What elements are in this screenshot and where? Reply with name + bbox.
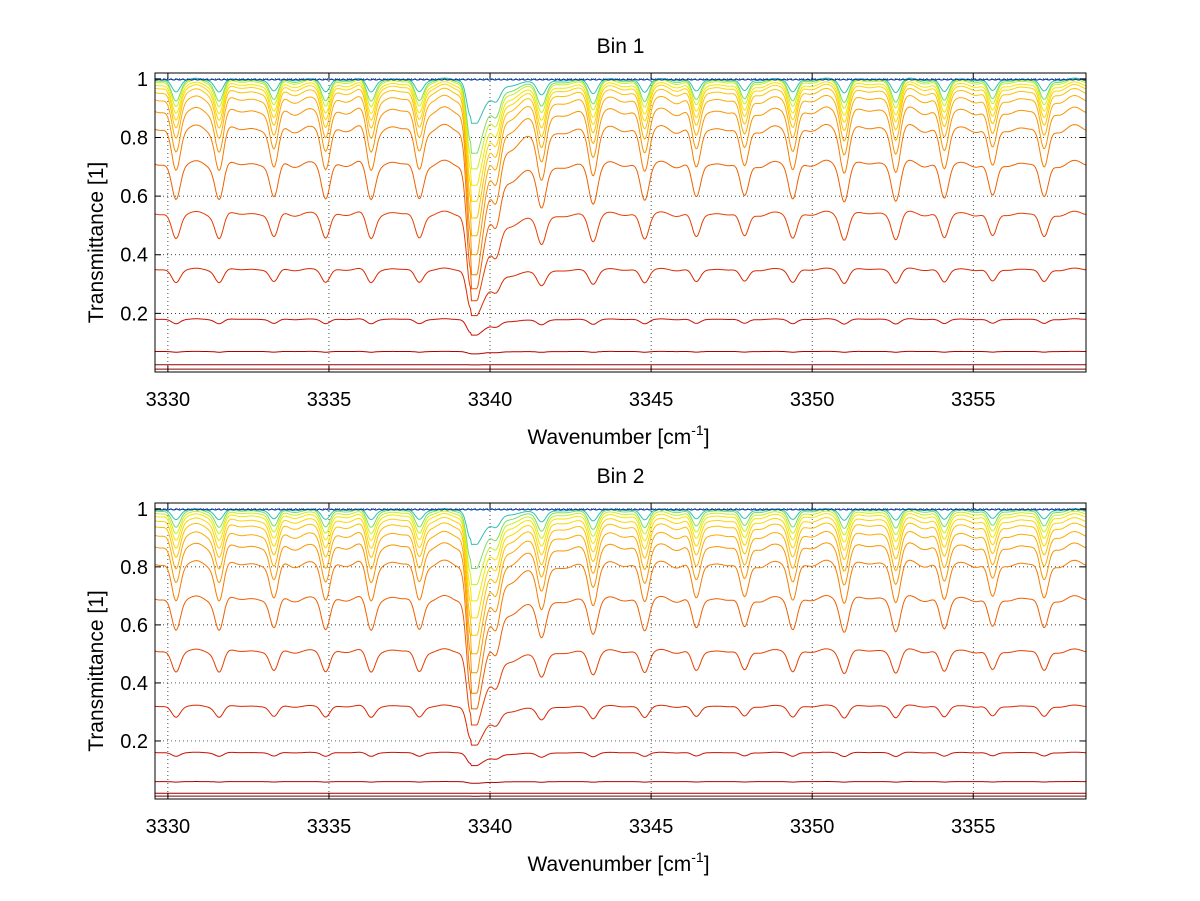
chart-title: Bin 1 [597, 35, 645, 58]
series-line-level-6 [154, 210, 1087, 302]
series-line-level-9 [154, 542, 1087, 674]
x-tick-label: 3335 [307, 816, 352, 838]
y-tick-label: 0.4 [120, 245, 148, 267]
series-line-level-18 [154, 78, 1087, 81]
x-tick-label: 3340 [468, 389, 513, 411]
y-tick-label: 0.6 [120, 186, 148, 208]
x-tick-label: 3340 [468, 816, 513, 838]
series-line-level-12 [154, 517, 1087, 619]
series-line-level-4 [155, 318, 1087, 336]
x-tick-label: 3335 [307, 389, 352, 411]
series-line-level-5 [154, 267, 1087, 317]
axes-frame [154, 502, 1087, 800]
y-tick-label: 0.2 [120, 303, 148, 325]
y-tick-label: 1 [137, 69, 148, 91]
series-line-level-8 [154, 559, 1087, 694]
x-axis-label: Wavenumber [cm-1] [527, 422, 709, 449]
series-lines [154, 77, 1087, 370]
x-tick-label: 3345 [629, 389, 674, 411]
y-tick-label: 0.6 [120, 615, 148, 637]
axes-frame [154, 72, 1087, 373]
series-line-level-11 [154, 87, 1087, 219]
x-tick-label: 3345 [629, 816, 674, 838]
series-line-level-3 [155, 781, 1086, 784]
x-tick-label: 3355 [951, 816, 996, 838]
series-line-level-4 [155, 751, 1086, 767]
x-tick-label: 3330 [146, 816, 191, 838]
series-line-level-11 [154, 522, 1087, 636]
series-lines [154, 508, 1087, 797]
series-line-level-7 [154, 159, 1087, 290]
y-tick-label: 0.8 [120, 557, 148, 579]
subplot-bin-1: 3330 3335 3340 3345 3350 3355 0.2 0.4 0.6 0.8 1 Bin… [85, 35, 1087, 449]
x-tick-label: 3350 [790, 816, 835, 838]
y-axis-label: Transmittance [1] [85, 590, 108, 751]
series-line-level-12 [154, 83, 1087, 202]
y-tick-label: 1 [137, 499, 148, 521]
series-line-level-13 [154, 513, 1087, 602]
x-tick-label: 3355 [951, 389, 996, 411]
series-line-level-18 [154, 508, 1087, 511]
subplot-bin-2: 3330 3335 3340 3345 3350 3355 0.2 0.4 0.6 0.8 1 Bin… [85, 465, 1087, 876]
chart-title: Bin 2 [597, 465, 645, 488]
plot-area [155, 503, 1086, 799]
series-line-level-3 [155, 350, 1086, 355]
x-tick-label: 3350 [790, 389, 835, 411]
series-line-level-14 [154, 510, 1087, 586]
plot-area [155, 73, 1086, 372]
y-axis-label: Transmittance [1] [85, 162, 108, 323]
series-line-level-7 [154, 595, 1087, 710]
y-tick-label: 0.4 [120, 673, 148, 695]
x-tick-label: 3330 [146, 389, 191, 411]
x-axis-label: Wavenumber [cm-1] [527, 849, 709, 876]
series-line-level-13 [154, 81, 1087, 186]
y-tick-label: 0.2 [120, 731, 148, 753]
series-line-level-9 [154, 106, 1087, 256]
series-line-level-10 [154, 530, 1087, 655]
series-line-level-10 [154, 94, 1087, 237]
y-tick-label: 0.8 [120, 127, 148, 149]
series-line-level-6 [154, 648, 1087, 726]
series-line-level-5 [154, 704, 1087, 746]
series-line-level-8 [154, 123, 1087, 276]
grid [155, 503, 1086, 799]
